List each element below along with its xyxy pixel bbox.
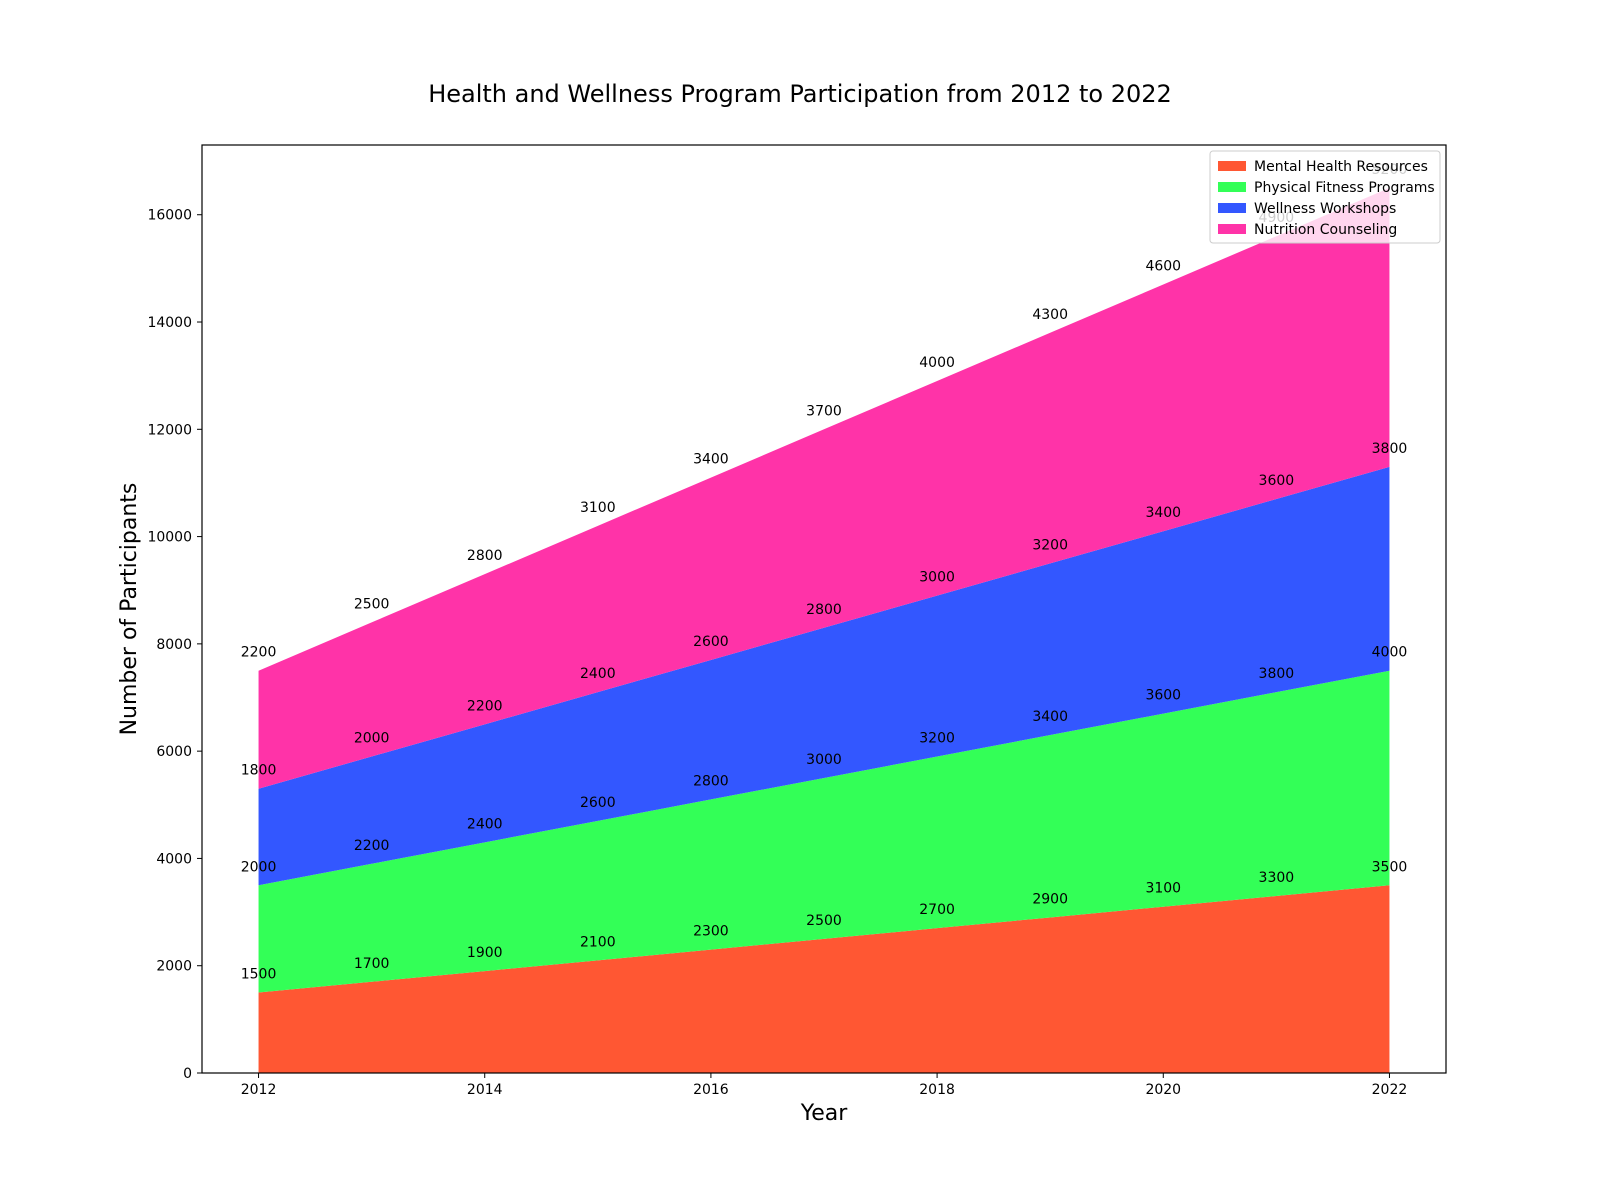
legend-swatch-wellness-workshops xyxy=(1218,203,1246,213)
data-label-mental-health-resources-2016: 2300 xyxy=(693,924,729,940)
data-label-wellness-workshops-2022: 3800 xyxy=(1372,441,1408,457)
legend-label-wellness-workshops: Wellness Workshops xyxy=(1254,201,1396,217)
y-tick-label-2000: 2000 xyxy=(156,959,192,975)
data-label-wellness-workshops-2012: 1800 xyxy=(241,763,277,779)
data-label-mental-health-resources-2012: 1500 xyxy=(241,967,277,983)
data-label-nutrition-counseling-2018: 4000 xyxy=(919,355,955,371)
data-label-wellness-workshops-2020: 3400 xyxy=(1145,505,1181,521)
legend-label-physical-fitness-programs: Physical Fitness Programs xyxy=(1254,180,1435,196)
x-tick-label-2012: 2012 xyxy=(241,1082,277,1098)
area-nutrition-counseling xyxy=(258,187,1390,789)
data-label-mental-health-resources-2017: 2500 xyxy=(806,913,842,929)
data-label-wellness-workshops-2015: 2400 xyxy=(580,666,616,682)
data-label-mental-health-resources-2019: 2900 xyxy=(1032,891,1068,907)
legend-label-mental-health-resources: Mental Health Resources xyxy=(1254,159,1428,175)
legend: Mental Health Resources Physical Fitness … xyxy=(1209,150,1441,244)
x-axis-ticks: 2012 2014 2016 2018 2020 2022 xyxy=(241,1073,1408,1098)
y-tick-label-14000: 14000 xyxy=(147,315,192,331)
legend-swatch-physical-fitness-programs xyxy=(1218,182,1246,192)
data-label-nutrition-counseling-2013: 2500 xyxy=(354,596,390,612)
data-label-nutrition-counseling-2020: 4600 xyxy=(1145,258,1181,274)
data-label-nutrition-counseling-2019: 4300 xyxy=(1032,307,1068,323)
data-label-nutrition-counseling-2012: 2200 xyxy=(241,645,277,661)
y-tick-label-6000: 6000 xyxy=(156,744,192,760)
x-tick-label-2014: 2014 xyxy=(467,1082,503,1098)
legend-swatch-nutrition-counseling xyxy=(1218,224,1246,234)
data-label-nutrition-counseling-2017: 3700 xyxy=(806,403,842,419)
data-label-physical-fitness-programs-2022: 4000 xyxy=(1372,645,1408,661)
data-label-physical-fitness-programs-2013: 2200 xyxy=(354,838,390,854)
data-label-physical-fitness-programs-2017: 3000 xyxy=(806,752,842,768)
x-tick-label-2016: 2016 xyxy=(693,1082,729,1098)
data-label-physical-fitness-programs-2019: 3400 xyxy=(1032,709,1068,725)
data-label-wellness-workshops-2021: 3600 xyxy=(1259,473,1295,489)
areas-group xyxy=(258,187,1390,1073)
data-label-physical-fitness-programs-2014: 2400 xyxy=(467,816,503,832)
area-wellness-workshops xyxy=(258,466,1390,886)
data-label-wellness-workshops-2018: 3000 xyxy=(919,570,955,586)
data-label-mental-health-resources-2018: 2700 xyxy=(919,902,955,918)
data-label-mental-health-resources-2020: 3100 xyxy=(1145,881,1181,897)
x-tick-label-2018: 2018 xyxy=(919,1082,955,1098)
data-label-wellness-workshops-2013: 2000 xyxy=(354,731,390,747)
data-label-physical-fitness-programs-2015: 2600 xyxy=(580,795,616,811)
data-label-wellness-workshops-2016: 2600 xyxy=(693,634,729,650)
data-label-nutrition-counseling-2014: 2800 xyxy=(467,548,503,564)
y-tick-label-12000: 12000 xyxy=(147,422,192,438)
y-tick-label-8000: 8000 xyxy=(156,637,192,653)
x-axis-label: Year xyxy=(800,1101,849,1126)
legend-box xyxy=(1209,150,1441,244)
legend-label-nutrition-counseling: Nutrition Counseling xyxy=(1254,222,1397,238)
data-label-wellness-workshops-2019: 3200 xyxy=(1032,537,1068,553)
plot-frame xyxy=(201,144,1447,1074)
data-label-physical-fitness-programs-2016: 2800 xyxy=(693,773,729,789)
data-label-physical-fitness-programs-2012: 2000 xyxy=(241,859,277,875)
data-label-physical-fitness-programs-2020: 3600 xyxy=(1145,688,1181,704)
y-axis-ticks: 0 2000 4000 6000 8000 10000 12000 14000 16000 xyxy=(147,208,202,1082)
data-label-mental-health-resources-2021: 3300 xyxy=(1259,870,1295,886)
y-tick-label-0: 0 xyxy=(183,1066,192,1082)
data-label-nutrition-counseling-2015: 3100 xyxy=(580,500,616,516)
y-axis-label: Number of Participants xyxy=(117,483,142,736)
data-label-mental-health-resources-2014: 1900 xyxy=(467,945,503,961)
y-tick-label-4000: 4000 xyxy=(156,851,192,867)
data-label-mental-health-resources-2022: 3500 xyxy=(1372,859,1408,875)
area-mental-health-resources xyxy=(258,885,1390,1073)
area-physical-fitness-programs xyxy=(258,670,1390,993)
data-label-wellness-workshops-2014: 2200 xyxy=(467,698,503,714)
legend-swatch-mental-health-resources xyxy=(1218,161,1246,171)
chart-title: Health and Wellness Program Participatio… xyxy=(428,80,1172,108)
data-label-mental-health-resources-2015: 2100 xyxy=(580,934,616,950)
y-tick-label-10000: 10000 xyxy=(147,530,192,546)
data-label-mental-health-resources-2013: 1700 xyxy=(354,956,390,972)
data-label-physical-fitness-programs-2021: 3800 xyxy=(1259,666,1295,682)
x-tick-label-2020: 2020 xyxy=(1145,1082,1181,1098)
data-label-physical-fitness-programs-2018: 3200 xyxy=(919,731,955,747)
data-label-wellness-workshops-2017: 2800 xyxy=(806,602,842,618)
y-tick-label-16000: 16000 xyxy=(147,208,192,224)
x-tick-label-2022: 2022 xyxy=(1372,1082,1408,1098)
data-label-nutrition-counseling-2016: 3400 xyxy=(693,452,729,468)
